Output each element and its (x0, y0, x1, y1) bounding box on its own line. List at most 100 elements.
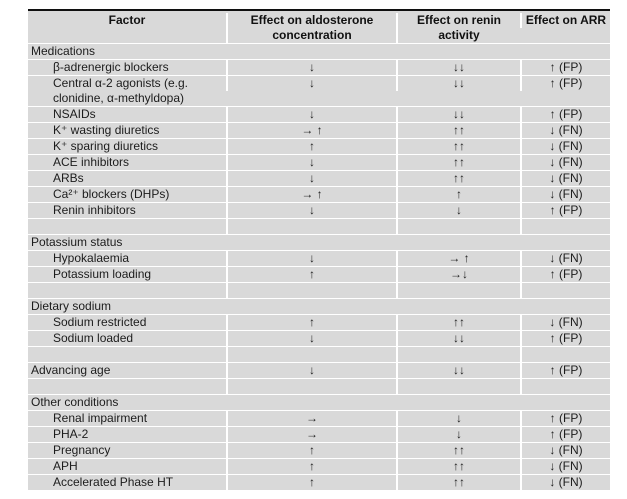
renin-effect-cell: →↓ (396, 267, 520, 282)
arr-effect-cell: ↓ (FN) (520, 155, 610, 170)
table-row: Medications (28, 43, 610, 59)
arr-effect-cell: ↓ (FN) (520, 139, 610, 154)
aldosterone-effect-cell: ↓ (226, 171, 396, 186)
aldosterone-effect-cell (226, 283, 396, 298)
arr-effect-cell: ↓ (FN) (520, 187, 610, 202)
table-row: Sodium restricted ↑ ↑↑ ↓ (FN) (28, 314, 610, 330)
renin-effect-cell: ↓↓ (396, 331, 520, 346)
table-row: Pregnancy ↑ ↑↑ ↓ (FN) (28, 442, 610, 458)
renin-effect-cell: ↑↑ (396, 475, 520, 490)
renin-effect-cell: ↑↑ (396, 315, 520, 330)
table-row: PHA-2 → ↓ ↑ (FP) (28, 426, 610, 442)
aldosterone-effect-cell: ↓ (226, 107, 396, 122)
arr-effect-cell: ↑ (FP) (520, 363, 610, 378)
table-row: Other conditions (28, 394, 610, 410)
renin-effect-cell: ↑↑ (396, 443, 520, 458)
aldosterone-effect-cell: → (226, 411, 396, 426)
aldosterone-effect-cell: → ↑ (226, 187, 396, 202)
arr-effect-cell: ↓ (FN) (520, 123, 610, 138)
renin-effect-cell: ↓↓ (396, 76, 520, 91)
renin-effect-cell: ↑↑ (396, 171, 520, 186)
renin-effect-cell (396, 347, 520, 362)
factor-cell: Ca²⁺ blockers (DHPs) (53, 187, 170, 201)
table-row: β-adrenergic blockers ↓ ↓↓ ↑ (FP) (28, 59, 610, 75)
aldosterone-effect-cell: → ↑ (226, 123, 396, 138)
factor-cell: APH (53, 459, 78, 473)
factor-cell: Dietary sodium (31, 299, 112, 313)
arr-effect-cell: ↓ (FN) (520, 475, 610, 490)
table-row: K⁺ sparing diuretics ↑ ↑↑ ↓ (FN) (28, 138, 610, 154)
factor-cell: PHA-2 (53, 427, 89, 441)
table-row: Advancing age ↓ ↓↓ ↑ (FP) (28, 362, 610, 378)
renin-effect-cell: ↑ (396, 187, 520, 202)
table-row (28, 218, 610, 234)
aldosterone-effect-cell: ↓ (226, 363, 396, 378)
table-row (28, 378, 610, 394)
table-row: Sodium loaded ↓ ↓↓ ↑ (FP) (28, 330, 610, 346)
aldosterone-effect-cell: ↓ (226, 251, 396, 266)
table-row: Potassium loading ↑ →↓ ↑ (FP) (28, 266, 610, 282)
factor-cell: Accelerated Phase HT (53, 475, 174, 489)
table-header-row: Factor Effect on aldosterone concentrati… (28, 11, 610, 43)
arr-effect-cell: ↑ (FP) (520, 427, 610, 442)
renin-effect-cell (396, 379, 520, 394)
renin-effect-cell: ↓↓ (396, 107, 520, 122)
arr-effect-cell (520, 379, 610, 394)
factor-cell: Hypokalaemia (53, 251, 130, 265)
aldosterone-effect-cell: ↓ (226, 60, 396, 75)
table-row: NSAIDs ↓ ↓↓ ↑ (FP) (28, 106, 610, 122)
factor-cell: Renal impairment (53, 411, 148, 425)
arr-effect-cell: ↓ (FN) (520, 443, 610, 458)
factor-cell: ARBs (53, 171, 84, 185)
arr-effect-cell: ↑ (FP) (520, 411, 610, 426)
column-header-factor: Factor (108, 13, 146, 27)
aldosterone-effect-cell (226, 347, 396, 362)
arr-effect-cell (520, 347, 610, 362)
factor-cell: NSAIDs (53, 107, 96, 121)
renin-effect-cell: ↑↑ (396, 139, 520, 154)
factor-cell: Central α-2 agonists (e.g. clonidine, α-… (53, 76, 188, 105)
factor-cell (28, 219, 226, 234)
table-row: Central α-2 agonists (e.g. clonidine, α-… (28, 75, 610, 106)
aldosterone-effect-cell: ↓ (226, 203, 396, 218)
table-row: Renin inhibitors ↓ ↓ ↑ (FP) (28, 202, 610, 218)
table-row: APH ↑ ↑↑ ↓ (FN) (28, 458, 610, 474)
aldosterone-effect-cell (226, 219, 396, 234)
aldosterone-effect-cell: ↑ (226, 315, 396, 330)
renin-effect-cell: ↑↑ (396, 123, 520, 138)
arr-effect-cell: ↑ (FP) (520, 107, 610, 122)
arr-effect-cell: ↑ (FP) (520, 267, 610, 282)
table-row: Accelerated Phase HT ↑ ↑↑ ↓ (FN) (28, 474, 610, 490)
factor-cell: Other conditions (31, 395, 119, 409)
column-header-arr-effect: Effect on ARR (520, 13, 610, 28)
aldosterone-effect-cell: ↓ (226, 155, 396, 170)
arr-effect-cell (520, 219, 610, 234)
factor-cell: K⁺ sparing diuretics (53, 139, 159, 153)
renin-effect-cell: ↓↓ (396, 60, 520, 75)
aldosterone-effect-cell: ↓ (226, 331, 396, 346)
arr-effect-cell (520, 283, 610, 298)
renin-effect-cell (396, 219, 520, 234)
table-row: Renal impairment → ↓ ↑ (FP) (28, 410, 610, 426)
aldosterone-effect-cell: → (226, 427, 396, 442)
renin-effect-cell: ↓ (396, 427, 520, 442)
arr-effect-cell: ↑ (FP) (520, 203, 610, 218)
factor-cell (28, 283, 226, 298)
aldosterone-effect-cell: ↑ (226, 475, 396, 490)
factor-cell: Renin inhibitors (53, 203, 136, 217)
renin-effect-cell: ↑↑ (396, 155, 520, 170)
renin-effect-cell: ↓ (396, 203, 520, 218)
factor-cell: ACE inhibitors (53, 155, 130, 169)
table-row (28, 346, 610, 362)
aldosterone-effect-cell: ↑ (226, 267, 396, 282)
arr-effect-cell: ↓ (FN) (520, 251, 610, 266)
factor-cell: Potassium status (31, 235, 123, 249)
table-body: Medications β-adrenergic blockers ↓ ↓↓ ↑… (28, 43, 610, 490)
table-row: ACE inhibitors ↓ ↑↑ ↓ (FN) (28, 154, 610, 170)
aldosterone-effect-cell: ↑ (226, 459, 396, 474)
factor-cell: β-adrenergic blockers (53, 60, 169, 74)
arr-effect-cell: ↓ (FN) (520, 171, 610, 186)
table-row: Hypokalaemia ↓ → ↑ ↓ (FN) (28, 250, 610, 266)
factor-cell: Sodium loaded (53, 331, 134, 345)
table-row (28, 282, 610, 298)
